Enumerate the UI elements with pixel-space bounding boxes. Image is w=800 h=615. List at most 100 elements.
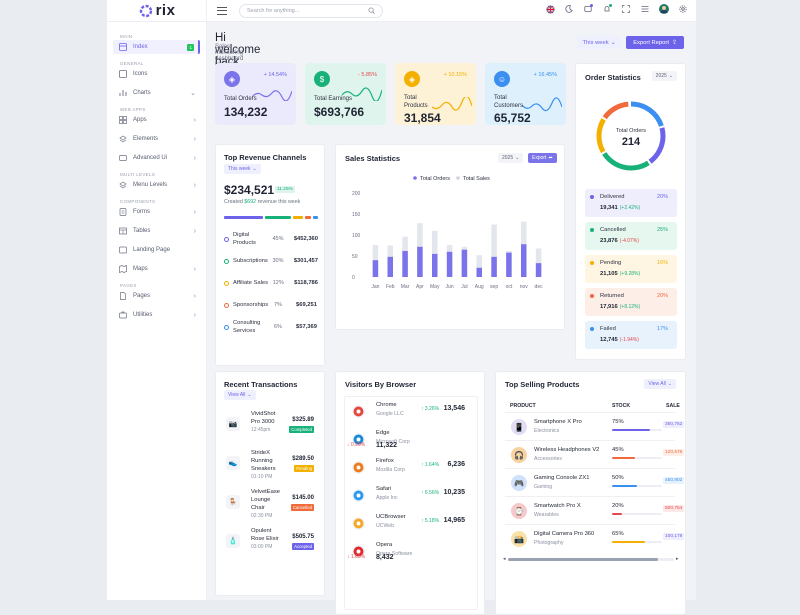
scrollbar-thumb[interactable]: [508, 558, 658, 561]
export-button[interactable]: Export ➦: [528, 153, 557, 163]
hamburger-menu-icon[interactable]: [217, 6, 227, 15]
x-tick-label: sep: [490, 284, 498, 290]
grid-icon: [119, 70, 127, 78]
transaction-row[interactable]: 📷 VividShot Pro 3000 12:45pm $325.89 Complet…: [224, 409, 318, 443]
transaction-time: 03:00 PM: [251, 544, 273, 550]
fullscreen-icon[interactable]: [621, 4, 631, 14]
year-select[interactable]: 2025 ⌄: [651, 71, 677, 81]
apps-icon: [119, 116, 127, 124]
sidebar-item-maps[interactable]: Maps ›: [113, 262, 200, 276]
note-amount: $692: [244, 199, 257, 205]
product-row[interactable]: 🎧 Wireless Headphones V2 Accessories 45% 120…: [505, 440, 685, 468]
card-title: Visitors By Browser: [345, 380, 417, 389]
scroll-left-icon[interactable]: ◂: [503, 556, 506, 562]
browser-change: ↑ 5.18%: [421, 518, 440, 524]
status-value-line: 21,105 (+9.28%): [600, 271, 640, 277]
view-all-button[interactable]: View All ⌄: [644, 379, 676, 389]
order-status-item[interactable]: Delivered 19,341 (+2.42%) 20%: [585, 189, 677, 217]
sidebar-item-icons[interactable]: Icons: [113, 67, 200, 81]
box-icon: ◈: [224, 71, 240, 87]
note-suffix: revenue this week: [257, 199, 301, 205]
brand-logo[interactable]: rix: [107, 0, 206, 22]
export-report-button[interactable]: Export Report ⇪: [626, 36, 684, 49]
order-status-item[interactable]: Cancelled 23,876 (-4.07%) 25%: [585, 222, 677, 250]
users-icon: ☺: [494, 71, 510, 87]
sparkline-icon: [342, 87, 382, 101]
sidebar-section-pages: PAGES: [120, 282, 137, 288]
chevron-right-icon: ›: [193, 208, 196, 216]
transaction-row[interactable]: 🧴 Opulent Rose Elixir 03:00 PM $505.75 Accep…: [224, 526, 318, 560]
bar-total-orders: [417, 246, 423, 277]
search-input[interactable]: Search for anything...: [239, 3, 383, 18]
period-select[interactable]: This week ⌄: [577, 36, 621, 49]
order-status-item[interactable]: Pending 21,105 (+9.28%) 16%: [585, 255, 677, 283]
card-title: Top Selling Products: [505, 380, 580, 389]
bar-segment: [312, 216, 318, 219]
stat-card-total-customers[interactable]: ☺ + 16.45% Total Customers 65,752: [485, 63, 566, 125]
x-tick-label: Feb: [386, 284, 395, 290]
channel-amount: $57,369: [296, 324, 317, 330]
stat-card-total-orders[interactable]: ◈ + 14.54% Total Orders 134,232: [215, 63, 296, 125]
search-icon: [368, 7, 375, 14]
period-select[interactable]: This week ⌄: [224, 164, 261, 174]
sidebar-item-charts[interactable]: Charts ⌄: [113, 86, 200, 100]
sidebar-item-landing-page[interactable]: Landing Page: [113, 243, 200, 257]
browser-visitors: 13,546: [443, 405, 465, 412]
transaction-name: StrideX Running Sneakers: [251, 450, 276, 472]
transaction-row[interactable]: 👟 StrideX Running Sneakers 01:10 PM $289.50…: [224, 448, 318, 482]
status-change: (+2.42%): [619, 205, 641, 211]
sidebar-item-elements[interactable]: Elements ›: [113, 132, 200, 146]
stat-card-total-products[interactable]: ◈ + 10.15% Total Products 31,854: [395, 63, 476, 125]
product-row[interactable]: ⌚ Smartwatch Pro X Wearables 20% 800,754: [505, 496, 685, 524]
stat-card-total-earnings[interactable]: $ - 5.85% Total Earnings $693,766: [305, 63, 386, 125]
scroll-right-icon[interactable]: ▸: [676, 556, 679, 562]
product-row[interactable]: 📱 Smartphone X Pro Electronics 75% 350,762: [505, 412, 685, 440]
sidebar-item-apps[interactable]: Apps ›: [113, 113, 200, 127]
bar-total-orders: [387, 256, 393, 277]
bell-icon[interactable]: [602, 4, 612, 14]
sidebar-section-components: COMPONENTS: [120, 198, 156, 204]
year-select[interactable]: 2025 ⌄: [498, 153, 524, 163]
order-status-item[interactable]: Returned 17,916 (+8.12%) 20%: [585, 288, 677, 316]
sidebar-item-utilities[interactable]: Utilities ›: [113, 308, 200, 322]
bar-total-orders: [535, 263, 542, 277]
browser-company: Microsoft Corp: [376, 439, 410, 445]
sidebar-item-forms[interactable]: Forms ›: [113, 205, 200, 219]
transaction-amount: $505.75: [292, 534, 314, 540]
product-thumbnail-icon: 📷: [226, 417, 240, 431]
moon-icon[interactable]: [564, 4, 574, 14]
stock-progress-bar: [612, 485, 662, 487]
sales-statistics-card: Sales Statistics 2025 ⌄ Export ➦ Total Ord…: [335, 144, 565, 330]
sidebar-item-tables[interactable]: Tables ›: [113, 224, 200, 238]
sidebar-item-menu-levels[interactable]: Menu Levels ›: [113, 178, 200, 192]
bar-total-orders: [521, 244, 527, 277]
transaction-amount: $289.50: [292, 456, 314, 462]
product-row[interactable]: 📸 Digital Camera Pro 360 Photography 65% 100…: [505, 524, 685, 552]
browser-company: Apple Inc: [376, 495, 398, 501]
period-label: This week: [582, 39, 609, 46]
status-label: Returned: [600, 293, 624, 299]
bar-total-sales: [432, 230, 438, 277]
product-sale-badge: 120,576: [663, 449, 685, 456]
language-flag-icon[interactable]: [545, 4, 555, 14]
channel-percent: 12%: [272, 280, 284, 286]
order-status-item[interactable]: Failed 12,745 (-1.94%) 17%: [585, 321, 677, 349]
cart-icon[interactable]: [583, 4, 593, 14]
bar-total-orders: [432, 253, 438, 277]
product-row[interactable]: 🎮 Gaming Console ZX1 Gaming 50% 450,902: [505, 468, 685, 496]
sidebar-section-general: GENERAL: [120, 60, 144, 66]
sidebar-item-pages[interactable]: Pages ›: [113, 289, 200, 303]
transaction-row[interactable]: 🪑 VelvetEase Lounge Chair 02:30 PM $145.00 C…: [224, 487, 318, 521]
transaction-name-block: VividShot Pro 3000 12:45pm: [251, 410, 285, 434]
sidebar-item-advanced-ui[interactable]: Advanced Ui ›: [113, 151, 200, 165]
horizontal-scrollbar[interactable]: [508, 558, 674, 561]
sidebar-item-index[interactable]: Index 1: [113, 40, 200, 54]
stock-progress-bar: [612, 457, 662, 459]
browser-row: UCBrowser UCWeb ↑ 5.18% 14,965: [347, 511, 472, 538]
settings-gear-icon[interactable]: [678, 4, 688, 14]
browser-change: ↑ 3.26%: [421, 406, 440, 412]
channel-dot-icon: [224, 236, 229, 242]
list-icon[interactable]: [640, 4, 650, 14]
avatar[interactable]: [659, 4, 669, 14]
view-all-button[interactable]: View All ⌄: [224, 390, 256, 400]
